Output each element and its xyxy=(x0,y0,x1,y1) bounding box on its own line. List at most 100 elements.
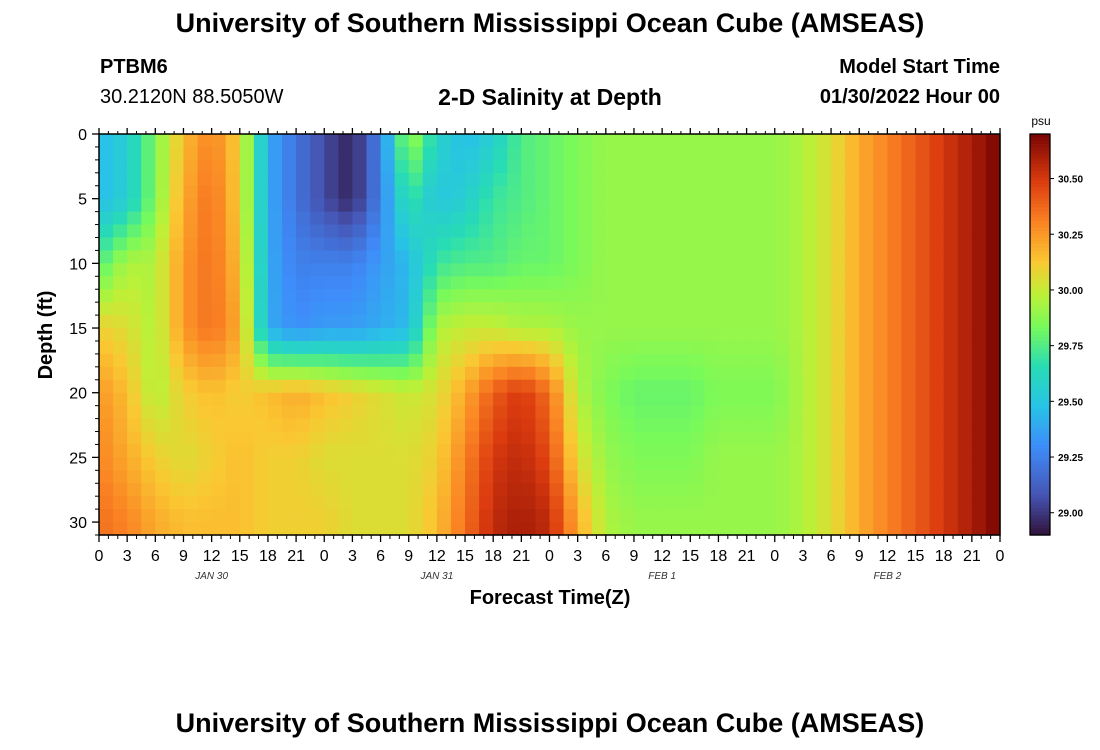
heatmap-cell xyxy=(521,302,537,316)
heatmap-cell xyxy=(282,392,297,407)
heatmap-cell xyxy=(352,405,368,420)
heatmap-cell xyxy=(99,431,114,446)
heatmap-cell xyxy=(591,418,607,433)
heatmap-cell xyxy=(943,328,959,342)
heatmap-cell xyxy=(605,315,621,329)
heatmap-cell xyxy=(99,496,114,510)
heatmap-cell xyxy=(816,211,832,226)
heatmap-cell xyxy=(366,353,382,368)
heatmap-cell xyxy=(225,328,241,342)
heatmap-cell xyxy=(845,405,860,420)
heatmap-cell xyxy=(943,146,959,161)
heatmap-cell xyxy=(774,237,790,252)
heatmap-cell xyxy=(521,250,537,264)
heatmap-cell xyxy=(394,134,410,148)
heatmap-cell xyxy=(831,405,846,420)
heatmap-cell xyxy=(155,134,170,148)
colorbar-cell xyxy=(1030,317,1050,322)
heatmap-cell xyxy=(450,509,466,523)
heatmap-cell xyxy=(563,522,579,536)
heatmap-cell xyxy=(450,250,466,264)
heatmap-cell xyxy=(901,315,917,329)
heatmap-cell xyxy=(633,250,649,264)
colorbar-tick-label: 30.00 xyxy=(1058,286,1083,297)
heatmap-cell xyxy=(746,263,762,277)
heatmap-cell xyxy=(577,263,593,277)
heatmap-cell xyxy=(718,522,734,536)
heatmap-cell xyxy=(535,470,551,484)
heatmap-cell xyxy=(746,522,762,536)
heatmap-cell xyxy=(267,418,283,433)
heatmap-cell xyxy=(859,328,874,342)
heatmap-cell xyxy=(690,405,705,420)
heatmap-cell xyxy=(211,289,227,303)
heatmap-cell xyxy=(127,509,142,523)
heatmap-cell xyxy=(338,172,354,187)
heatmap-cell xyxy=(507,211,522,226)
heatmap-cell xyxy=(774,496,790,510)
heatmap-cell xyxy=(915,509,931,523)
heatmap-cell xyxy=(225,211,241,226)
heatmap-cell xyxy=(915,353,931,368)
heatmap-cell xyxy=(704,366,720,381)
heatmap-cell xyxy=(479,328,494,342)
heatmap-cell xyxy=(366,276,382,290)
heatmap-cell xyxy=(704,185,720,200)
heatmap-cell xyxy=(788,392,804,407)
heatmap-cell xyxy=(985,134,1001,148)
heatmap-cell xyxy=(760,509,776,523)
heatmap-cell xyxy=(662,315,677,329)
heatmap-cell xyxy=(253,263,269,277)
heatmap-cell xyxy=(211,237,227,252)
heatmap-cell xyxy=(802,302,818,316)
heatmap-cell xyxy=(563,263,579,277)
heatmap-cell xyxy=(113,405,128,420)
heatmap-cell xyxy=(183,509,199,523)
heatmap-cell xyxy=(141,496,156,510)
heatmap-cell xyxy=(183,250,199,264)
heatmap-cell xyxy=(816,250,832,264)
heatmap-cell xyxy=(225,159,241,174)
heatmap-cell xyxy=(465,185,480,200)
heatmap-cell xyxy=(211,340,227,355)
heatmap-cell xyxy=(535,431,551,446)
heatmap-cell xyxy=(197,496,213,510)
heatmap-cell xyxy=(690,340,705,355)
colorbar-cell xyxy=(1030,224,1050,229)
heatmap-cell xyxy=(549,366,565,381)
heatmap-cell xyxy=(535,211,551,226)
heatmap-cell xyxy=(887,353,903,368)
heatmap-cell xyxy=(113,146,128,161)
heatmap-cell xyxy=(662,146,677,161)
heatmap-cell xyxy=(535,379,551,394)
colorbar-cell xyxy=(1030,277,1050,282)
heatmap-cell xyxy=(943,340,959,355)
heatmap-cell xyxy=(971,470,987,484)
x-tick-label: 0 xyxy=(545,548,554,565)
y-tick-label: 20 xyxy=(69,386,87,403)
heatmap-cell xyxy=(366,315,382,329)
heatmap-cell xyxy=(394,198,410,213)
heatmap-cell xyxy=(253,134,269,148)
heatmap-cell xyxy=(802,185,818,200)
heatmap-cell xyxy=(408,302,424,316)
heatmap-cell xyxy=(127,470,142,484)
heatmap-cell xyxy=(985,146,1001,161)
heatmap-cell xyxy=(296,522,311,536)
heatmap-cell xyxy=(408,315,424,329)
heatmap-cell xyxy=(310,237,325,252)
heatmap-cell xyxy=(239,289,255,303)
heatmap-cell xyxy=(774,289,790,303)
heatmap-cell xyxy=(253,224,269,239)
heatmap-cell xyxy=(802,457,818,471)
heatmap-cell xyxy=(507,392,522,407)
heatmap-cell xyxy=(380,353,396,368)
heatmap-cell xyxy=(915,315,931,329)
heatmap-cell xyxy=(943,522,959,536)
heatmap-cell xyxy=(183,470,199,484)
heatmap-cell xyxy=(901,353,917,368)
heatmap-cell xyxy=(605,509,621,523)
heatmap-cell xyxy=(394,263,410,277)
heatmap-cell xyxy=(535,315,551,329)
heatmap-cell xyxy=(521,276,537,290)
